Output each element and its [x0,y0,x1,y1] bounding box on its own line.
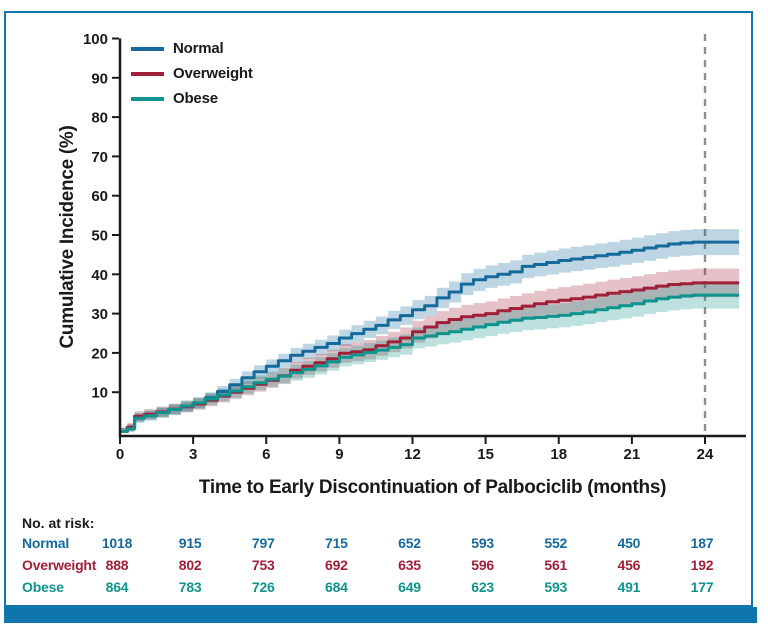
overweight-line-swatch [131,71,164,76]
risk-count: 1018 [101,535,133,551]
legend: Normal Overweight Obese [131,36,253,111]
risk-count: 797 [251,535,275,551]
curve-obese [120,293,740,433]
ci-band-normal [120,229,740,432]
risk-count: 715 [324,535,348,551]
x-tick-label: 24 [697,446,714,463]
ci-band-obese [120,281,740,432]
risk-count: 692 [324,557,348,573]
risk-count: 623 [471,579,495,595]
risk-row-label-obese: Obese [22,579,64,595]
x-tick-label: 18 [550,446,567,463]
risk-row-label-normal: Normal [22,535,70,551]
y-tick-label: 60 [91,188,108,205]
risk-count: 888 [105,557,129,573]
risk-count: 450 [617,535,641,551]
bottom-accent-bar [4,607,757,623]
x-tick-label: 3 [189,446,197,463]
risk-count: 753 [251,557,275,573]
legend-item-overweight: Overweight [131,61,253,86]
x-tick-label: 6 [262,446,270,463]
risk-count: 783 [178,579,202,595]
x-tick-label: 12 [404,446,421,463]
risk-count: 192 [690,557,714,573]
legend-label-obese: Obese [173,90,218,107]
legend-label-overweight: Overweight [173,65,253,82]
risk-count: 864 [105,579,129,595]
y-tick-label: 20 [91,345,108,362]
risk-row-label-overweight: Overweight [22,557,97,573]
risk-count: 596 [471,557,495,573]
risk-count: 684 [324,579,348,595]
risk-count: 635 [398,557,421,573]
y-tick-label: 30 [91,306,108,323]
risk-count: 593 [471,535,495,551]
y-tick-label: 70 [91,149,108,166]
legend-label-normal: Normal [173,40,224,57]
y-tick-label: 100 [83,31,108,48]
figure-border-frame [4,11,753,607]
x-tick-label: 21 [624,446,641,463]
risk-count: 802 [178,557,202,573]
risk-count: 456 [617,557,641,573]
legend-item-normal: Normal [131,36,253,61]
legend-item-obese: Obese [131,86,253,111]
x-tick-label: 15 [477,446,494,463]
risk-count: 561 [544,557,568,573]
ci-band-overweight [120,268,740,432]
y-tick-label: 10 [91,385,108,402]
normal-line-swatch [131,46,164,51]
risk-count: 187 [690,535,714,551]
y-axis-title: Cumulative Incidence (%) [57,125,78,349]
y-tick-label: 40 [91,267,108,284]
risk-count: 915 [178,535,202,551]
y-tick-label: 50 [91,228,108,245]
risk-count: 649 [398,579,421,595]
obese-line-swatch [131,96,164,101]
x-tick-label: 0 [116,446,124,463]
risk-table-title: No. at risk: [22,515,95,531]
risk-count: 491 [617,579,641,595]
risk-count: 726 [251,579,275,595]
x-axis-title: Time to Early Discontinuation of Palboci… [198,477,667,498]
x-tick-label: 9 [335,446,343,463]
y-tick-label: 80 [91,110,108,127]
y-tick-label: 90 [91,70,108,87]
risk-count: 177 [690,579,714,595]
risk-count: 652 [398,535,421,551]
risk-count: 552 [544,535,568,551]
risk-count: 593 [544,579,568,595]
